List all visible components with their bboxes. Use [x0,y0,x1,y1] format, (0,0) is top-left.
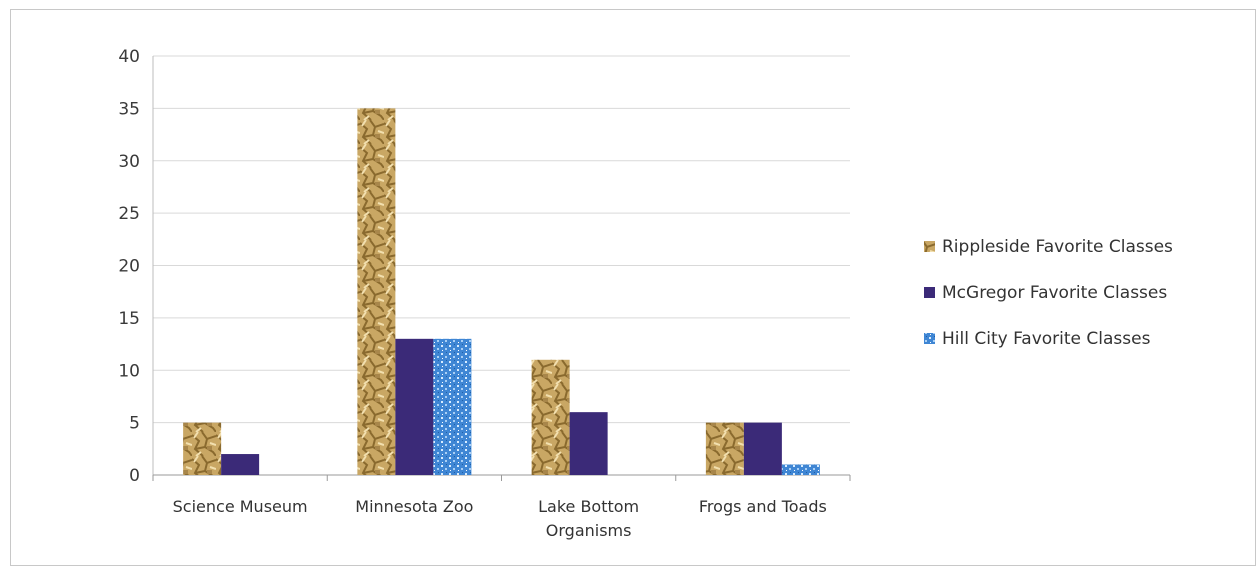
y-tick-label: 25 [118,204,140,224]
y-tick-label: 35 [118,99,140,119]
y-tick-label: 0 [129,466,140,486]
legend-label: Rippleside Favorite Classes [942,237,1173,257]
x-category-label: Minnesota Zoo [355,497,473,516]
x-category-label: Frogs and Toads [699,497,827,516]
bar-rippleside-3 [705,422,744,475]
x-category-label: Organisms [546,521,632,540]
bar-mcgregor-3 [743,422,782,475]
x-category-label: Lake Bottom [538,497,639,516]
bar-rippleside-1 [357,108,396,475]
y-tick-label: 30 [118,152,140,172]
bar-mcgregor-2 [569,412,608,475]
bar-hill-1 [433,338,472,475]
legend-swatch [924,287,935,298]
bar-mcgregor-1 [395,338,434,475]
axis-labels: 0 5 10 15 20 25 30 35 40 Science Museum Minnesota … [118,47,827,540]
bars [183,108,820,475]
y-tick-label: 15 [118,309,140,329]
x-category-label: Science Museum [173,497,308,516]
y-tick-label: 20 [118,257,140,277]
y-tick-label: 10 [118,361,140,381]
y-tick-label: 40 [118,47,140,67]
gridlines [153,55,850,424]
bar-mcgregor-0 [221,454,260,475]
y-tick-label: 5 [129,414,140,434]
legend-swatch [924,241,935,252]
legend-swatch [924,333,935,344]
legend: Rippleside Favorite Classes McGregor Favo… [924,237,1173,349]
bar-rippleside-0 [183,422,222,475]
legend-label: Hill City Favorite Classes [942,329,1151,349]
axes [152,56,851,481]
legend-label: McGregor Favorite Classes [942,283,1167,303]
bar-rippleside-2 [531,359,570,475]
bar-hill-3 [781,464,820,475]
